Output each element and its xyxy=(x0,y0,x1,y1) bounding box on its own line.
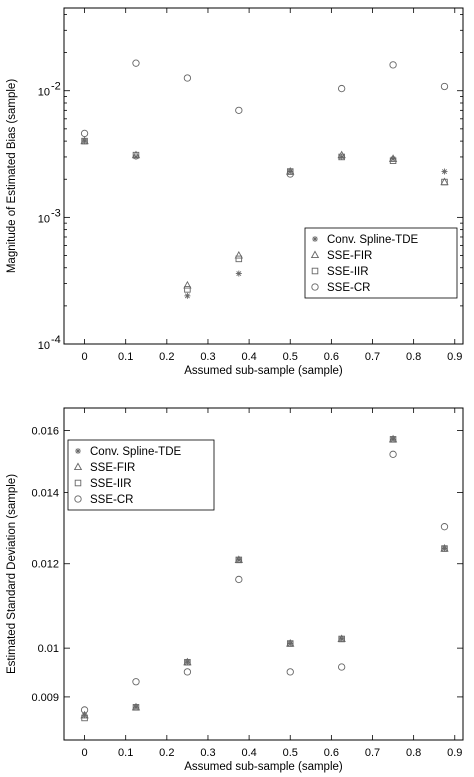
x-tick-label: 0.9 xyxy=(447,747,462,759)
x-tick-label: 0.3 xyxy=(200,747,215,759)
data-point-circle xyxy=(80,129,89,138)
data-point-asterisk xyxy=(184,292,191,299)
data-point-circle xyxy=(389,61,397,69)
y-tick-label: 0.009 xyxy=(31,692,59,704)
legend-label: SSE-FIR xyxy=(327,250,372,262)
data-point-square xyxy=(286,640,294,647)
legend-marker-square xyxy=(311,267,319,275)
legend-box xyxy=(304,227,458,299)
data-point-circle xyxy=(132,678,140,686)
data-point-circle xyxy=(338,663,346,671)
y-axis-title: Estimated Standard Deviation (sample) xyxy=(6,474,18,674)
x-tick-label: 0.1 xyxy=(118,747,133,759)
x-tick-label: 0.7 xyxy=(365,351,380,363)
data-point-asterisk xyxy=(441,168,448,175)
data-point-circle xyxy=(286,668,294,676)
plot-frame xyxy=(63,407,464,741)
x-axis-title: Assumed sub-sample (sample) xyxy=(184,761,343,773)
data-point-circle xyxy=(80,706,89,714)
y-tick-exponent: -3 xyxy=(51,207,61,219)
data-point-triangle xyxy=(234,250,243,259)
y-axis-title: Magnitude of Estimated Bias (sample) xyxy=(6,79,18,273)
x-tick-label: 0.3 xyxy=(200,351,215,363)
x-tick-label: 0.9 xyxy=(447,351,462,363)
data-point-triangle xyxy=(183,280,192,289)
data-point-square xyxy=(286,168,294,175)
data-point-circle xyxy=(338,84,346,93)
y-tick-label: 10 xyxy=(38,340,50,352)
legend-box xyxy=(67,439,215,511)
data-point-triangle xyxy=(337,150,346,159)
y-tick-label: 0.014 xyxy=(31,487,59,499)
y-tick-label: 0.012 xyxy=(31,559,59,571)
data-point-circle xyxy=(183,668,192,676)
legend-marker-circle xyxy=(311,283,319,291)
data-point-square xyxy=(338,635,345,643)
legend-marker-triangle xyxy=(310,250,320,259)
legend-marker-square xyxy=(74,479,82,487)
legend-marker-circle xyxy=(74,495,82,503)
legend: Conv. Spline-TDE SSE-FIR SSE-IIR SSE-CR xyxy=(67,439,215,511)
x-tick-label: 0 xyxy=(82,747,88,759)
x-tick-label: 0.7 xyxy=(365,747,380,759)
legend-label: Conv. Spline-TDE xyxy=(90,446,182,458)
data-point-circle xyxy=(235,575,243,584)
legend-label: SSE-IIR xyxy=(90,478,132,490)
x-tick-label: 0.4 xyxy=(241,351,256,363)
data-point-square xyxy=(81,137,88,145)
data-point-square xyxy=(441,545,448,552)
std-chart-panel: 0 0.1 0.2 0.3 0.4 0.5 0.6 0.7 0.8 0.9 0.009 0.01 0.0… xyxy=(6,407,464,773)
data-point-square xyxy=(389,157,397,164)
legend-marker-triangle xyxy=(73,462,83,471)
x-tick-label: 0.1 xyxy=(118,351,133,363)
x-tick-label: 0.6 xyxy=(324,351,339,363)
data-point-square xyxy=(235,255,243,263)
legend-label: Conv. Spline-TDE xyxy=(327,234,419,246)
legend-label: SSE-FIR xyxy=(90,462,135,474)
data-point-square xyxy=(81,714,88,722)
x-tick-label: 0.6 xyxy=(324,747,339,759)
y-tick-exponent: -4 xyxy=(51,334,61,346)
y-tick-label: 10 xyxy=(38,87,50,99)
data-point-circle xyxy=(132,59,140,67)
x-tick-label: 0.4 xyxy=(241,747,256,759)
x-axis-title: Assumed sub-sample (sample) xyxy=(184,365,343,377)
data-point-square xyxy=(441,178,448,186)
data-point-asterisk xyxy=(338,153,345,160)
data-point-square xyxy=(132,704,140,711)
data-point-circle xyxy=(440,82,449,91)
legend: Conv. Spline-TDE SSE-FIR SSE-IIR SSE-CR xyxy=(304,227,458,299)
legend-label: SSE-IIR xyxy=(327,266,369,278)
y-tick-label: 10 xyxy=(38,213,50,225)
x-tick-label: 0.5 xyxy=(283,351,298,363)
x-tick-label: 0.2 xyxy=(159,747,174,759)
x-tick-label: 0.8 xyxy=(406,747,421,759)
data-point-square xyxy=(235,556,243,564)
data-point-circle xyxy=(183,74,192,82)
data-point-circle xyxy=(235,106,243,114)
legend-label: SSE-CR xyxy=(90,494,133,506)
data-point-square xyxy=(184,658,191,666)
data-point-asterisk xyxy=(235,270,242,277)
y-tick-label: 0.016 xyxy=(31,426,59,438)
x-tick-label: 0.8 xyxy=(406,351,421,363)
data-point-circle xyxy=(440,523,449,531)
legend-marker-asterisk xyxy=(75,448,81,454)
x-tick-label: 0 xyxy=(82,351,88,363)
data-point-square xyxy=(184,286,191,293)
y-tick-label: 0.01 xyxy=(38,643,59,655)
y-tick-exponent: -2 xyxy=(51,81,61,93)
x-tick-label: 0.2 xyxy=(159,351,174,363)
legend-label: SSE-CR xyxy=(327,282,370,294)
data-point-circle xyxy=(389,450,397,458)
data-point-square xyxy=(389,436,397,443)
x-tick-label: 0.5 xyxy=(283,747,298,759)
data-point-circle xyxy=(286,170,294,178)
data-point-square xyxy=(338,153,345,161)
bias-chart-panel: 0 0.1 0.2 0.3 0.4 0.5 0.6 0.7 0.8 0.910-410-310-2… xyxy=(6,7,464,377)
plot-frame xyxy=(63,7,464,345)
legend-marker-asterisk xyxy=(312,236,318,242)
data-point-square xyxy=(132,151,140,159)
